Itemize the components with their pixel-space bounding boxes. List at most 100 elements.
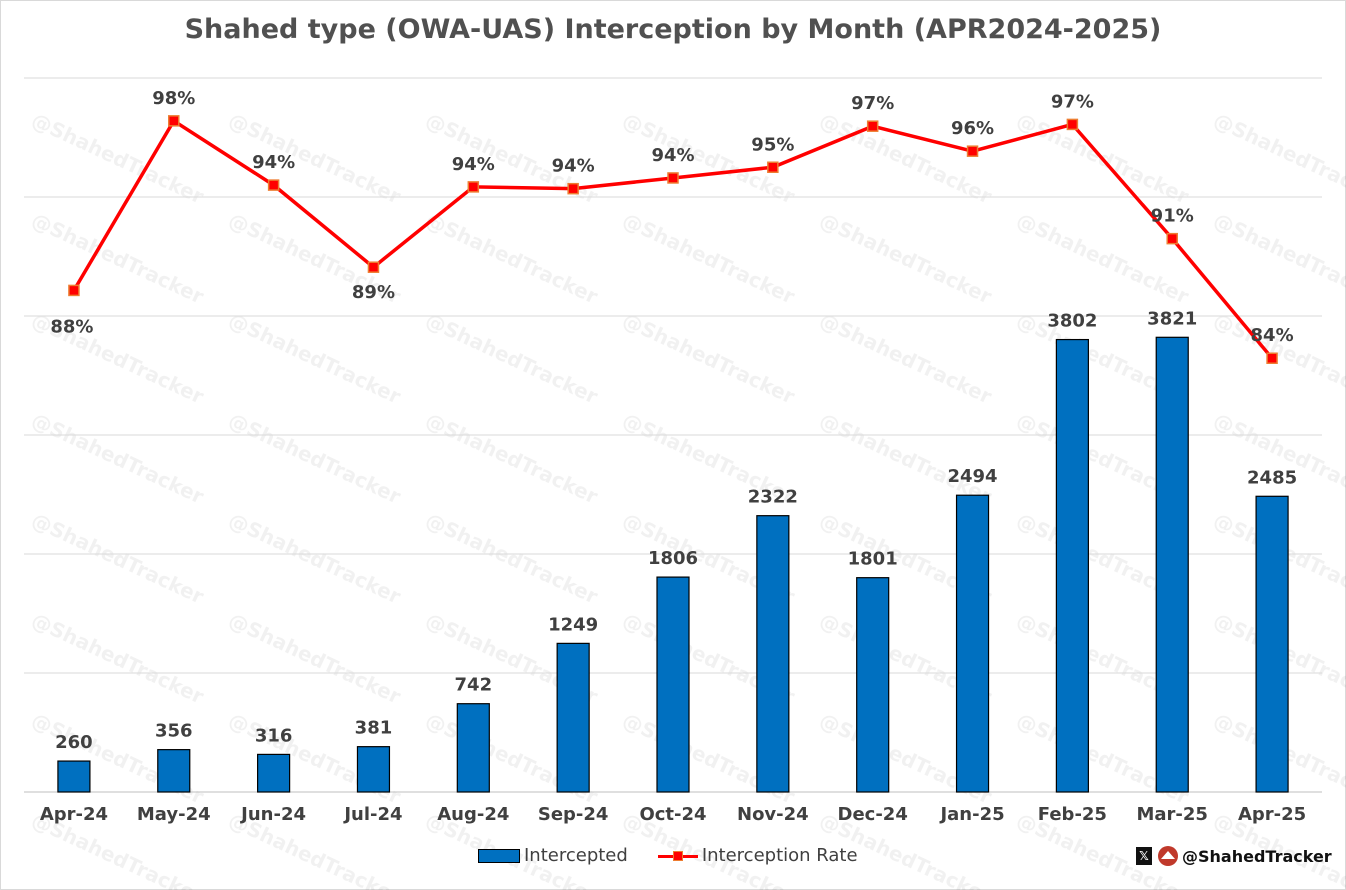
- rate-marker: [1166, 232, 1178, 245]
- watermark-text: @ShahedTracker: [422, 508, 602, 609]
- watermark-text: @ShahedTracker: [1210, 408, 1346, 509]
- bar: [456, 703, 490, 793]
- watermark-text: @ShahedTracker: [225, 508, 405, 609]
- brand-handle: @ShahedTracker: [1182, 846, 1332, 866]
- rate-marker: [567, 182, 579, 195]
- rate-data-label: 94%: [252, 152, 295, 173]
- rate-data-label: 94%: [452, 154, 495, 175]
- bar-data-label: 316: [255, 725, 293, 746]
- bar: [257, 753, 291, 793]
- x-tick-label: Feb-25: [1038, 804, 1107, 825]
- shahed-logo-icon: [1158, 846, 1178, 866]
- rate-marker: [267, 179, 280, 191]
- rate-data-label: 94%: [651, 145, 694, 166]
- rate-marker: [1066, 118, 1079, 131]
- x-tick-label: Mar-25: [1136, 804, 1207, 825]
- watermark-text: @ShahedTracker: [422, 208, 602, 309]
- x-tick-label: Sep-24: [538, 804, 609, 825]
- watermark-text: @ShahedTracker: [816, 408, 996, 509]
- legend-swatch-line: [657, 849, 698, 863]
- bar-data-label: 742: [455, 675, 493, 696]
- watermark-text: @ShahedTracker: [422, 308, 602, 409]
- rate-data-label: 89%: [352, 282, 395, 303]
- bar: [356, 746, 391, 793]
- x-tick-label: Nov-24: [737, 804, 809, 825]
- watermark-text: @ShahedTracker: [422, 408, 602, 509]
- bar-data-label: 2485: [1247, 467, 1297, 488]
- legend: Intercepted Interception Rate: [478, 845, 888, 866]
- rate-data-label: 97%: [851, 93, 894, 114]
- rate-marker: [866, 120, 879, 132]
- rate-data-label: 97%: [1051, 91, 1094, 112]
- watermark-text: @ShahedTracker: [28, 608, 208, 709]
- bar: [656, 576, 690, 793]
- x-tick-label: Apr-25: [1238, 804, 1306, 825]
- x-tick-label: Dec-24: [838, 804, 908, 825]
- bar-data-label: 381: [355, 718, 393, 739]
- bar: [556, 642, 590, 793]
- rate-data-label: 96%: [951, 118, 994, 139]
- bar-data-label: 1806: [648, 548, 698, 569]
- chart-title: Shahed type (OWA-UAS) Interception by Mo…: [184, 14, 1162, 45]
- watermark-text: @ShahedTracker: [816, 208, 996, 309]
- bar: [1155, 336, 1189, 793]
- rate-marker: [767, 161, 779, 173]
- brand: 𝕏 @ShahedTracker: [1136, 846, 1332, 866]
- x-tick-label: May-24: [137, 804, 211, 825]
- bar: [57, 760, 91, 793]
- bar: [856, 577, 890, 793]
- watermark-text: @ShahedTracker: [28, 108, 208, 209]
- bar: [1055, 338, 1089, 793]
- rate-data-label: 98%: [152, 88, 195, 109]
- bar: [157, 749, 191, 793]
- bar: [1255, 495, 1289, 793]
- bar: [955, 494, 990, 793]
- rate-marker: [168, 115, 180, 127]
- bar-data-label: 260: [55, 732, 93, 753]
- watermark-text: @ShahedTracker: [225, 608, 405, 709]
- x-logo-icon: 𝕏: [1136, 847, 1152, 865]
- rate-data-label: 88%: [50, 316, 93, 337]
- legend-label: Intercepted: [524, 845, 628, 866]
- legend-swatch-bar: [478, 848, 520, 863]
- legend-item-intercepted: Intercepted: [478, 845, 628, 866]
- watermark-text: @ShahedTracker: [225, 408, 405, 509]
- watermark-text: @ShahedTracker: [816, 308, 996, 409]
- watermark-text: @ShahedTracker: [619, 208, 799, 309]
- rate-marker: [667, 172, 679, 184]
- watermark-text: @ShahedTracker: [1210, 308, 1346, 409]
- bar: [756, 515, 790, 793]
- rate-marker: [1266, 352, 1278, 364]
- watermark-text: @ShahedTracker: [619, 108, 799, 209]
- bar-data-label: 3802: [1047, 311, 1097, 332]
- rate-marker: [966, 145, 979, 157]
- watermark-text: @ShahedTracker: [1210, 208, 1346, 309]
- x-tick-label: Aug-24: [437, 804, 509, 825]
- bar-data-label: 2322: [748, 487, 798, 508]
- legend-item-rate: Interception Rate: [657, 845, 858, 866]
- legend-label: Interception Rate: [701, 845, 858, 866]
- rate-data-label: 94%: [552, 156, 595, 177]
- x-tick-label: Apr-24: [40, 804, 108, 825]
- watermark-text: @ShahedTracker: [28, 508, 208, 609]
- bar-data-label: 1801: [848, 549, 898, 570]
- watermark-text: @ShahedTracker: [225, 308, 405, 409]
- rate-data-label: 95%: [751, 134, 794, 155]
- bar-data-label: 356: [155, 721, 193, 742]
- rate-data-label: 84%: [1251, 325, 1294, 346]
- x-tick-label: Oct-24: [639, 804, 706, 825]
- bar-data-label: 1249: [548, 614, 598, 635]
- watermark-text: @ShahedTracker: [28, 408, 208, 509]
- watermark-text: @ShahedTracker: [619, 308, 799, 409]
- watermark-text: @ShahedTracker: [28, 208, 208, 309]
- rate-marker: [367, 261, 380, 273]
- x-tick-label: Jun-24: [239, 804, 306, 825]
- rate-marker: [467, 181, 480, 193]
- bar-data-label: 3821: [1147, 308, 1197, 329]
- rate-data-label: 91%: [1151, 206, 1194, 227]
- x-tick-label: Jan-25: [938, 804, 1004, 825]
- rate-marker: [68, 284, 80, 297]
- bar-data-label: 2494: [947, 466, 997, 487]
- x-tick-label: Jul-24: [342, 804, 402, 825]
